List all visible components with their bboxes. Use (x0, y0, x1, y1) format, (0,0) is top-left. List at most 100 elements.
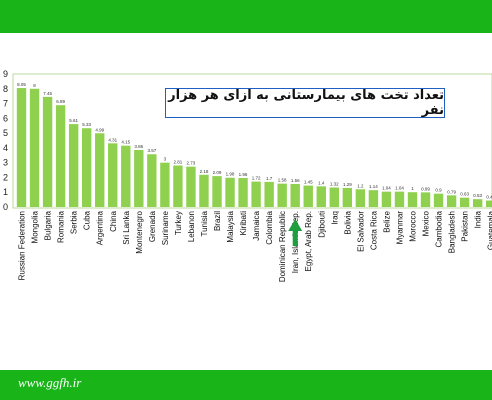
bar (95, 133, 105, 207)
bar (355, 189, 366, 207)
bar (199, 174, 209, 207)
bar (134, 149, 144, 207)
bar-value-label: 8.05 (17, 82, 26, 87)
y-tick-label: 8 (3, 84, 8, 94)
bar (121, 145, 131, 207)
bar (342, 187, 353, 207)
bar (16, 88, 27, 207)
y-tick-label: 9 (3, 69, 8, 79)
bar (264, 181, 274, 207)
highlight-arrow-icon (288, 219, 303, 246)
category-label: Bulgaria (44, 210, 53, 240)
bar-value-label: 5.61 (69, 118, 78, 123)
category-label: Kiribati (239, 211, 248, 236)
category-label: Cuba (83, 210, 92, 230)
bar-value-label: 2.73 (187, 161, 196, 166)
y-tick-label: 3 (3, 158, 8, 168)
bar (29, 88, 40, 207)
category-label: Mongolia (31, 210, 40, 243)
bar-chart: 0 1 2 3 4 5 6 7 8 9 8.05 8 7.45 6.89 5.61 5.33 4.99 4.31… (3, 69, 492, 282)
bar (81, 128, 92, 207)
category-label: Brazil (213, 211, 222, 231)
bar (303, 185, 313, 207)
bar (472, 199, 483, 207)
chart-title: تعداد تخت های بیمارستانی به ازای هر هزار… (165, 88, 445, 118)
y-tick-label: 5 (3, 128, 8, 138)
bar-value-label: 0.79 (447, 189, 456, 194)
category-label: Romania (57, 210, 66, 243)
bar-value-label: 1.96 (239, 172, 248, 177)
bar-value-label: 0.63 (460, 192, 469, 197)
bar (147, 154, 157, 207)
bar-value-label: 5.33 (82, 122, 91, 127)
category-label: Montenegro (135, 210, 144, 253)
category-label: Morocco (409, 210, 418, 241)
bar-value-label: 1.72 (252, 176, 261, 181)
category-label: Mexico (422, 210, 431, 236)
bar-value-label: 1.56 (291, 178, 300, 183)
category-label: Malaysia (226, 210, 235, 242)
footer-band (0, 370, 492, 400)
category-label: Serbia (70, 210, 79, 234)
y-axis: 0 1 2 3 4 5 6 7 8 9 (3, 69, 8, 212)
bar (160, 162, 170, 207)
category-label: Costa Rica (369, 210, 378, 250)
bar (407, 192, 418, 207)
bar (394, 191, 405, 207)
value-labels-group: 8.05 8 7.45 6.89 5.61 5.33 4.99 4.31 4.15 3.86 3.5… (17, 82, 492, 199)
bar (42, 96, 53, 207)
bar-value-label: 1 (411, 186, 414, 191)
bar (459, 197, 470, 207)
bar (368, 190, 379, 207)
bar-value-label: 4.15 (121, 140, 130, 145)
category-label: Pakistan (461, 211, 470, 242)
category-label: Suriname (161, 210, 170, 245)
bar-value-label: 0.9 (435, 188, 442, 193)
bar (329, 187, 339, 207)
bars-group (16, 88, 492, 207)
category-label: Bolivia (343, 210, 352, 234)
bar (238, 178, 248, 207)
bar (173, 165, 183, 207)
category-label: Myanmar (395, 211, 404, 245)
category-label: India (474, 210, 483, 228)
y-tick-label: 2 (3, 172, 8, 182)
category-label: Dominican Republic (278, 211, 287, 282)
bar-value-label: 1.29 (343, 182, 352, 187)
bar-value-label: 7.45 (43, 91, 52, 96)
bar (290, 183, 300, 207)
header-band (0, 0, 492, 33)
bar-value-label: 1.58 (278, 178, 287, 183)
bar (55, 105, 66, 207)
bar-value-label: 0.99 (421, 186, 430, 191)
y-tick-label: 0 (3, 202, 8, 212)
bar (68, 124, 79, 207)
category-label: Tunisia (200, 210, 209, 236)
bar-value-label: 1.04 (395, 186, 404, 191)
category-label: Iraq (330, 211, 339, 225)
category-label: Colombia (265, 210, 274, 244)
plot-border (12, 73, 492, 209)
y-tick-label: 4 (3, 143, 8, 153)
bar (186, 166, 196, 207)
bar (446, 195, 457, 207)
bar-value-label: 2.18 (200, 169, 209, 174)
footer-site-url[interactable]: www.ggfh.ir (18, 375, 82, 390)
bar (316, 186, 326, 207)
category-label: El Salvador (356, 211, 365, 252)
bar-value-label: 1.2 (357, 183, 364, 188)
bar-value-label: 1.98 (226, 172, 235, 177)
bar (225, 177, 235, 207)
bar-value-label: 1.14 (369, 184, 378, 189)
bar-value-label: 4.31 (108, 137, 117, 142)
bar-value-label: 1.04 (382, 186, 391, 191)
y-tick-label: 7 (3, 99, 8, 109)
bar (381, 191, 392, 207)
bar-value-label: 6.89 (56, 99, 65, 104)
y-tick-label: 6 (3, 113, 8, 123)
category-label: Russian Federation (18, 211, 27, 280)
category-label: Sri Lanka (122, 210, 131, 244)
category-label: Grenada (148, 210, 157, 242)
category-label: Lebanon (187, 211, 196, 242)
bar (277, 183, 287, 207)
